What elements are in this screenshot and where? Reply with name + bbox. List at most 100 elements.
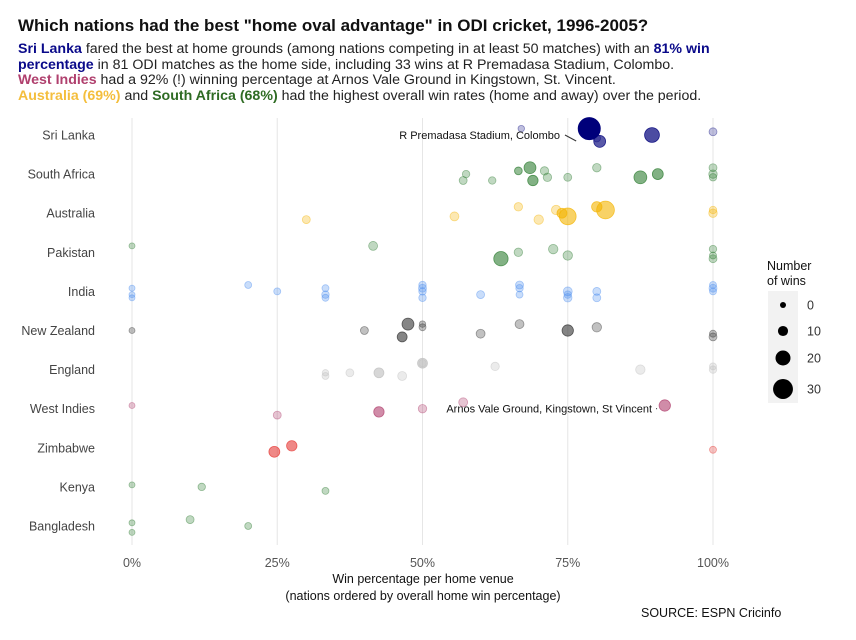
data-point bbox=[513, 166, 523, 176]
data-point bbox=[709, 281, 717, 289]
legend-bubble bbox=[777, 325, 789, 337]
data-point bbox=[268, 445, 281, 458]
chart-subtitle: Sri Lanka fared the best at home grounds… bbox=[18, 41, 848, 104]
data-point bbox=[708, 173, 718, 182]
data-point bbox=[708, 332, 718, 342]
data-point bbox=[185, 515, 195, 524]
highlight-win-rate: 81% win bbox=[653, 41, 710, 57]
data-point bbox=[128, 294, 136, 302]
legend-label: 20 bbox=[807, 352, 821, 366]
highlight-percentage: percentage bbox=[18, 56, 94, 73]
data-point bbox=[709, 251, 717, 260]
data-point bbox=[515, 280, 524, 290]
data-point bbox=[515, 284, 524, 293]
data-point bbox=[301, 215, 311, 224]
data-point bbox=[417, 404, 428, 414]
data-point bbox=[373, 406, 385, 418]
data-point bbox=[548, 243, 559, 255]
data-point bbox=[286, 440, 298, 452]
data-point bbox=[592, 163, 602, 173]
data-point bbox=[475, 328, 486, 339]
country-label: Sri Lanka bbox=[42, 129, 95, 143]
data-point bbox=[513, 202, 523, 212]
subtitle-text: had the highest overall win rates (home … bbox=[277, 87, 702, 104]
annotations: R Premadasa Stadium, Colombo Arnos Vale G… bbox=[399, 130, 658, 416]
data-point bbox=[709, 287, 717, 296]
legend-bubble bbox=[773, 379, 793, 399]
annotation-leader bbox=[564, 134, 577, 142]
x-tick-label: 50% bbox=[410, 556, 435, 570]
data-point bbox=[562, 286, 573, 297]
data-point bbox=[591, 201, 603, 213]
subtitle-line-3: West Indies had a 92% (!) winning percen… bbox=[18, 72, 848, 89]
highlight-west-indies: West Indies bbox=[18, 72, 97, 88]
data-point bbox=[709, 362, 717, 371]
x-tick-label: 100% bbox=[697, 556, 729, 570]
subtitle-text: fared the best at home grounds (among na… bbox=[81, 41, 654, 57]
country-label: South Africa bbox=[28, 168, 95, 182]
annotation-label: Arnos Vale Ground, Kingstown, St Vincent bbox=[446, 404, 652, 416]
data-point bbox=[418, 359, 427, 368]
data-point bbox=[321, 487, 330, 495]
data-point bbox=[658, 399, 671, 412]
data-point bbox=[128, 327, 136, 334]
data-point bbox=[562, 250, 573, 261]
data-point bbox=[708, 254, 718, 264]
data-point bbox=[128, 242, 136, 250]
country-label: Bangladesh bbox=[29, 520, 95, 534]
data-point bbox=[592, 293, 602, 303]
data-point bbox=[321, 290, 330, 299]
data-point bbox=[563, 293, 573, 303]
data-point bbox=[321, 369, 330, 377]
source-note: SOURCE: ESPN Cricinfo bbox=[641, 606, 782, 620]
subtitle-text: in 81 ODI matches as the home side, incl… bbox=[93, 56, 675, 73]
data-point bbox=[635, 364, 646, 375]
legend-label: 30 bbox=[807, 383, 821, 397]
axis-labels: 0% 25% 50% 75% 100% Win percentage per home v… bbox=[21, 129, 729, 604]
subtitle-text: had a 92% (!) winning percentage at Arno… bbox=[96, 72, 616, 88]
data-point bbox=[449, 211, 460, 222]
data-point bbox=[633, 170, 648, 185]
data-point bbox=[244, 522, 253, 530]
data-point bbox=[514, 166, 523, 176]
data-points bbox=[128, 117, 718, 536]
data-point bbox=[592, 134, 601, 143]
data-point bbox=[708, 244, 718, 254]
highlight-south-africa: South Africa (68%) bbox=[152, 87, 278, 104]
data-point bbox=[708, 127, 718, 137]
data-point bbox=[458, 397, 469, 408]
data-point bbox=[418, 283, 427, 293]
data-point bbox=[396, 331, 408, 343]
data-point bbox=[321, 293, 330, 302]
data-point bbox=[651, 168, 664, 180]
country-label: New Zealand bbox=[21, 324, 95, 338]
data-point bbox=[272, 410, 282, 420]
data-point bbox=[128, 402, 136, 409]
data-point bbox=[418, 320, 427, 328]
x-axis-subtitle: (nations ordered by overall home win per… bbox=[285, 589, 560, 603]
country-label: West Indies bbox=[30, 402, 95, 416]
legend-title: of wins bbox=[767, 274, 806, 288]
chart-title: Which nations had the best "home oval ad… bbox=[18, 16, 649, 35]
data-point bbox=[476, 290, 485, 299]
subtitle-line-1: Sri Lanka fared the best at home grounds… bbox=[18, 41, 848, 58]
data-point bbox=[493, 251, 509, 267]
data-point bbox=[418, 280, 427, 290]
highlight-sri-lanka: Sri Lanka bbox=[18, 41, 82, 57]
data-point bbox=[577, 117, 601, 141]
data-point bbox=[244, 281, 253, 289]
data-point bbox=[273, 287, 282, 296]
legend-label: 0 bbox=[807, 299, 814, 313]
data-point bbox=[644, 127, 660, 143]
data-point bbox=[515, 290, 524, 299]
data-point bbox=[527, 174, 539, 187]
subtitle-text: and bbox=[120, 87, 153, 104]
legend-bubble bbox=[780, 302, 786, 308]
data-point bbox=[709, 445, 717, 454]
data-point bbox=[461, 169, 471, 179]
data-point bbox=[708, 169, 718, 179]
data-point bbox=[418, 323, 427, 332]
data-point bbox=[397, 371, 408, 381]
